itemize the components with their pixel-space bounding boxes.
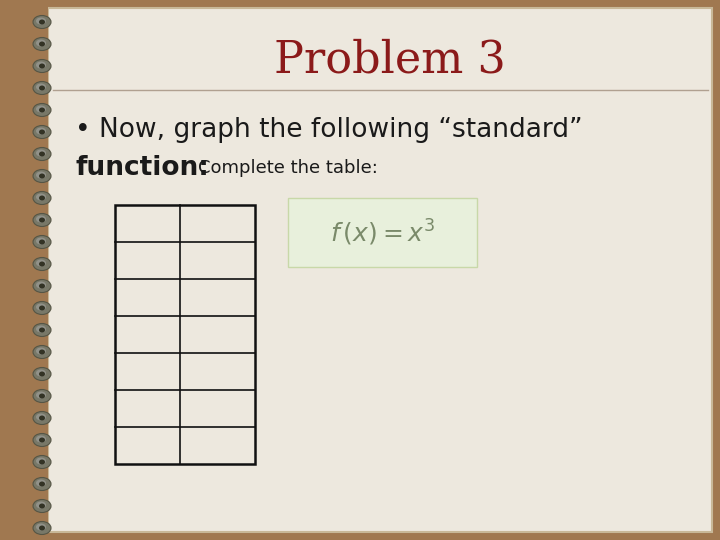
Text: Problem 3: Problem 3 [274,38,506,82]
Ellipse shape [33,82,51,94]
Ellipse shape [36,238,46,245]
Text: -1: -1 [136,286,159,309]
Ellipse shape [39,64,45,69]
Ellipse shape [33,125,51,138]
Ellipse shape [36,62,46,69]
Ellipse shape [36,457,46,464]
Ellipse shape [36,414,46,421]
Ellipse shape [36,281,46,288]
Ellipse shape [39,107,45,112]
Text: • Now, graph the following “standard”: • Now, graph the following “standard” [75,117,582,143]
Ellipse shape [36,105,46,112]
Ellipse shape [39,130,45,134]
Ellipse shape [39,525,45,530]
Ellipse shape [39,460,45,464]
FancyBboxPatch shape [288,198,477,267]
Ellipse shape [39,42,45,46]
Ellipse shape [39,372,45,376]
Ellipse shape [39,85,45,91]
Ellipse shape [33,235,51,248]
Ellipse shape [36,127,46,134]
Ellipse shape [33,411,51,424]
Ellipse shape [33,368,51,381]
Ellipse shape [33,456,51,469]
Text: 1: 1 [140,360,155,383]
Ellipse shape [33,522,51,535]
Ellipse shape [36,392,46,399]
Ellipse shape [33,192,51,205]
Bar [115,205,255,464]
Ellipse shape [39,503,45,509]
Text: 3: 3 [140,434,155,457]
Ellipse shape [39,306,45,310]
Ellipse shape [39,19,45,24]
Ellipse shape [36,502,46,509]
Ellipse shape [33,258,51,271]
Ellipse shape [39,152,45,157]
Text: function:: function: [75,155,209,181]
Ellipse shape [33,434,51,447]
Ellipse shape [39,240,45,245]
Ellipse shape [36,193,46,200]
Ellipse shape [33,170,51,183]
Bar [0,0,48,540]
Ellipse shape [36,84,46,91]
Ellipse shape [39,327,45,333]
Ellipse shape [33,213,51,226]
Ellipse shape [39,261,45,267]
Ellipse shape [39,173,45,179]
Ellipse shape [39,195,45,200]
Ellipse shape [36,215,46,222]
Ellipse shape [33,16,51,29]
FancyBboxPatch shape [48,8,712,532]
Ellipse shape [36,348,46,354]
Ellipse shape [36,17,46,24]
Ellipse shape [36,435,46,442]
Ellipse shape [33,323,51,336]
Ellipse shape [33,301,51,314]
Text: $f\,(x) = x^3$: $f\,(x) = x^3$ [330,218,436,248]
Ellipse shape [36,260,46,267]
Ellipse shape [39,415,45,421]
Ellipse shape [36,480,46,487]
Ellipse shape [39,482,45,487]
Ellipse shape [33,477,51,490]
Ellipse shape [33,147,51,160]
Text: -2: -2 [136,248,159,273]
Ellipse shape [39,349,45,354]
Ellipse shape [33,104,51,117]
Ellipse shape [36,150,46,157]
Ellipse shape [33,346,51,359]
Text: Complete the table:: Complete the table: [198,159,378,177]
Ellipse shape [36,172,46,179]
Ellipse shape [33,389,51,402]
Ellipse shape [33,59,51,72]
Ellipse shape [36,369,46,376]
Ellipse shape [39,394,45,399]
Ellipse shape [39,284,45,288]
Ellipse shape [33,37,51,51]
Ellipse shape [36,523,46,530]
Ellipse shape [33,280,51,293]
Ellipse shape [36,39,46,46]
Text: 0: 0 [140,322,155,347]
Ellipse shape [33,500,51,512]
Text: -3: -3 [136,212,159,235]
Ellipse shape [36,303,46,310]
Ellipse shape [39,218,45,222]
Text: 2: 2 [140,396,155,421]
Ellipse shape [36,326,46,333]
Ellipse shape [39,437,45,442]
